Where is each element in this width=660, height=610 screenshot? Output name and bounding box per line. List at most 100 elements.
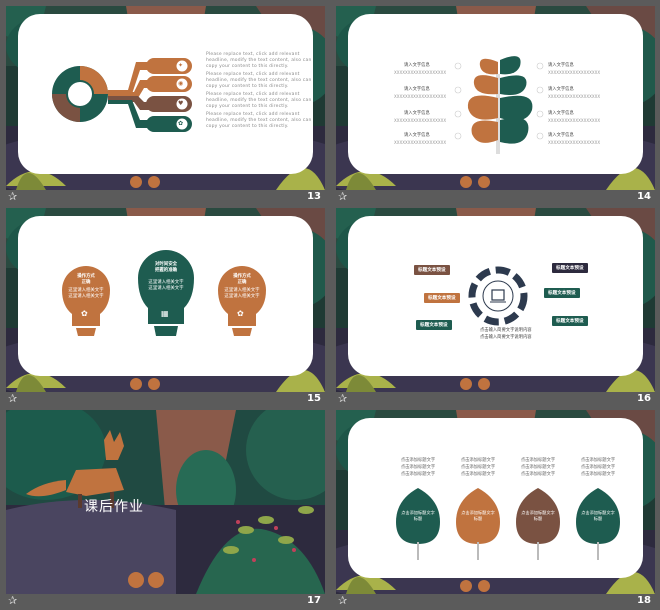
slide-thumbnail-13[interactable]: ✦ ◉ ♥ ✿ Please replace text, click add r… [6,6,325,206]
paragraph-line: copy your content to this directly. [206,104,289,109]
slide-17-canvas: 课后作业 [6,410,325,594]
paragraph-line: copy your content to this directly. [206,84,289,89]
bulb-title: 对时间安全 把握的准确 [155,262,177,273]
stack-line: 点击添加标题文字 [520,472,556,477]
slide-number: 14 [637,191,651,202]
label-tag: 标题文本预设 [416,320,452,330]
slide-thumbnail-15[interactable]: 操作方式 正确 这里请入相关文字 这里请入相关文字 对时间安全 把握的准确 这里请入相… [6,208,325,408]
slide-footer: ✰ 14 [336,190,655,206]
lightbulb-icon: ✦ [178,62,184,69]
fox-forest-illustration [6,410,325,594]
slide-18-canvas: 点击添加标题文字 点击添加标题文字 点击添加标题文字 点击添加标题文字 点击添加… [336,410,655,594]
stack-line: 点击添加标题文字 [400,458,436,463]
paragraph-line: Please replace text, click add relevant [206,72,300,77]
slide-15-canvas: 操作方式 正确 这里请入相关文字 这里请入相关文字 对时间安全 把握的准确 这里请入相… [6,208,325,392]
slide-number: 17 [307,595,321,606]
stack-line: 点击添加标题文字 [460,465,496,470]
content-card: 点击添加标题文字 点击添加标题文字 点击添加标题文字 点击添加标题文字 点击添加… [348,418,643,578]
paragraph-line: headline, modify the text content, also … [206,98,312,103]
stack-line: 点击添加标题文字 [400,472,436,477]
right-sub: XXXXXXXXXXXXXXXXXXX [548,118,601,123]
right-sub: XXXXXXXXXXXXXXXXXXX [548,94,601,99]
slide-number: 18 [637,595,651,606]
slide-thumbnail-14[interactable]: 请入文字信息 XXXXXXXXXXXXXXXXXXX 请入文字信息 XXXXXX… [336,6,655,206]
paragraph-line: headline, modify the text content, also … [206,118,312,123]
paragraph-line: Please replace text, click add relevant [206,112,300,117]
leaf-label: 点击添加标题文字 标题 [581,510,615,521]
leaf-label: 点击添加标题文字 标题 [521,510,555,521]
star-icon[interactable]: ✰ [338,392,348,405]
heart-icon: ♥ [178,100,184,107]
right-sub: XXXXXXXXXXXXXXXXXXX [548,140,601,145]
left-title: 请入文字信息 [404,87,430,92]
right-title: 请入文字信息 [548,87,574,92]
bulb-title: 操作方式 正确 [233,274,251,285]
stack-line: 点击添加标题文字 [520,465,556,470]
label-tag: 标题文本预设 [552,316,588,326]
slide-footer: ✰ 17 [6,594,325,610]
ring-diagram [468,266,528,326]
left-sub: XXXXXXXXXXXXXXXXXXX [394,118,447,123]
slide-14-canvas: 请入文字信息 XXXXXXXXXXXXXXXXXXX 请入文字信息 XXXXXX… [336,6,655,190]
slide-footer: ✰ 15 [6,392,325,408]
paragraph-line: copy your content to this directly. [206,124,289,129]
star-icon[interactable]: ✰ [8,392,18,405]
caption: 点击输入简要文字说明内容 [480,328,532,333]
content-card: 标题文本预设 标题文本预设 标题文本预设 标题文本预设 标题文本预设 标题文本预… [348,216,643,376]
star-icon[interactable]: ✰ [338,594,348,607]
slide-thumbnail-16[interactable]: 标题文本预设 标题文本预设 标题文本预设 标题文本预设 标题文本预设 标题文本预… [336,208,655,408]
left-title: 请入文字信息 [404,111,430,116]
slide-number: 13 [307,191,321,202]
slide-number: 15 [307,393,321,404]
stack-line: 点击添加标题文字 [460,458,496,463]
gear-icon: ✿ [81,309,88,318]
paragraph-line: Please replace text, click add relevant [206,92,300,97]
left-title: 请入文字信息 [404,133,430,138]
paragraph-line: copy your content to this directly. [206,64,289,69]
left-sub: XXXXXXXXXXXXXXXXXXX [394,70,447,75]
slide-footer: ✰ 16 [336,392,655,408]
stack-line: 点击添加标题文字 [400,465,436,470]
star-icon[interactable]: ✰ [8,594,18,607]
star-icon[interactable]: ✰ [338,190,348,203]
paragraph-line: headline, modify the text content, also … [206,58,312,63]
right-title: 请入文字信息 [548,133,574,138]
content-card: 请入文字信息 XXXXXXXXXXXXXXXXXXX 请入文字信息 XXXXXX… [348,14,643,174]
paragraph-line: Please replace text, click add relevant [206,52,300,57]
right-title: 请入文字信息 [548,63,574,68]
label-tag: 标题文本预设 [424,293,460,303]
stack-line: 点击添加标题文字 [460,472,496,477]
bulb-body: 这里请入相关文字 这里请入相关文字 [148,280,184,291]
right-title: 请入文字信息 [548,111,574,116]
donut-branch-diagram [52,58,192,132]
caption: 点击输入简要文字说明内容 [480,335,532,340]
stack-line: 点击添加标题文字 [520,458,556,463]
slide-footer: ✰ 18 [336,594,655,610]
stack-line: 点击添加标题文字 [580,472,616,477]
slide-13-canvas: ✦ ◉ ♥ ✿ Please replace text, click add r… [6,6,325,190]
left-sub: XXXXXXXXXXXXXXXXXXX [394,140,447,145]
label-tag: 标题文本预设 [544,288,580,298]
bulb-diagram [62,250,266,336]
bulb-title: 操作方式 正确 [77,274,95,285]
slide-thumbnail-17[interactable]: 课后作业 ✰ 17 [6,410,325,610]
stack-line: 点击添加标题文字 [580,458,616,463]
slide-thumbnail-18[interactable]: 点击添加标题文字 点击添加标题文字 点击添加标题文字 点击添加标题文字 点击添加… [336,410,655,610]
label-tag: 标题文本预设 [414,265,450,275]
left-sub: XXXXXXXXXXXXXXXXXXX [394,94,447,99]
label-tag: 标题文本预设 [552,263,588,273]
gear-icon: ✿ [237,309,244,318]
eye-icon: ◉ [178,80,184,87]
content-card: ✦ ◉ ♥ ✿ Please replace text, click add r… [18,14,313,174]
right-sub: XXXXXXXXXXXXXXXXXXX [548,70,601,75]
star-icon[interactable]: ✰ [8,190,18,203]
leaf-cards-diagram [396,488,620,560]
bulb-body: 这里请入相关文字 这里请入相关文字 [224,288,260,299]
leaf-label: 点击添加标题文字 标题 [401,510,435,521]
leaf-label: 点击添加标题文字 标题 [461,510,495,521]
slide-number: 16 [637,393,651,404]
calendar-icon: ▦ [161,309,169,318]
homework-title: 课后作业 [84,499,144,515]
left-title: 请入文字信息 [404,63,430,68]
slide-16-canvas: 标题文本预设 标题文本预设 标题文本预设 标题文本预设 标题文本预设 标题文本预… [336,208,655,392]
